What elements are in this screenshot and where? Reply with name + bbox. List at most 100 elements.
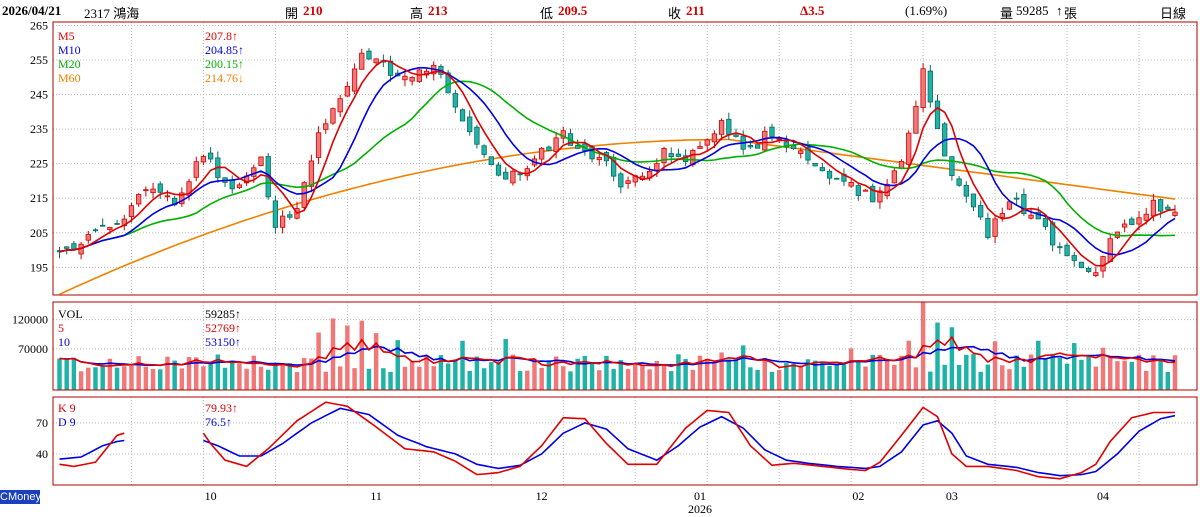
candle-body (697, 145, 703, 149)
period-label[interactable]: 日線 (1160, 6, 1187, 21)
candle-body (164, 195, 171, 198)
volume-bar (668, 371, 674, 390)
candle-body (510, 170, 516, 184)
volume-bar (913, 367, 919, 390)
candle-body (1172, 211, 1178, 216)
month-label: 02 (852, 489, 864, 503)
stock-name: 2317 鴻海 (84, 6, 140, 21)
candle-body (1121, 223, 1128, 228)
volume-bar (150, 368, 156, 390)
candle-body (272, 200, 279, 228)
candle-body (1093, 272, 1099, 276)
candle-body (323, 123, 329, 130)
candle-body (675, 153, 682, 157)
volume-bar (345, 325, 350, 390)
volume-bar (57, 358, 62, 390)
volume-bar (158, 369, 163, 390)
volume-bar (337, 366, 343, 390)
candle-body (762, 130, 768, 151)
month-label: 12 (536, 489, 548, 503)
low-value: 209.5 (558, 3, 588, 18)
volume-bar (719, 352, 724, 390)
month-label: 03 (946, 489, 958, 503)
volume-bar (503, 338, 508, 390)
volume-bar (1028, 354, 1034, 390)
volume-bar (640, 364, 645, 390)
kd-legend-name: D 9 (58, 415, 76, 429)
volume-bar (280, 364, 285, 390)
volume-bar (409, 361, 415, 390)
price-tick-label: 265 (30, 18, 48, 32)
volume-bar (690, 369, 696, 390)
volume-bar (906, 340, 911, 390)
price-legend-value: 214.76↓ (205, 71, 244, 85)
volume-bar (611, 369, 616, 390)
candle-body (1028, 214, 1034, 219)
price-panel-frame (52, 21, 1198, 296)
volume-panel-frame (52, 301, 1198, 391)
volume-bar (568, 371, 573, 390)
candle-body (100, 224, 106, 227)
volume-label: 量 (1000, 6, 1014, 21)
candle-body (359, 52, 365, 70)
candle-body (503, 171, 509, 180)
volume-bar (532, 359, 537, 390)
volume-bar (64, 359, 69, 390)
volume-bar (244, 368, 249, 390)
candle-body (1100, 256, 1106, 272)
volume-bar (395, 340, 400, 390)
volume-bar (194, 357, 199, 390)
volume-bar (1064, 363, 1070, 390)
candle-body (114, 222, 120, 225)
volume-bar (733, 359, 739, 390)
price-tick-label: 195 (30, 260, 48, 274)
candle-body (1057, 246, 1063, 249)
volume-bar (1158, 358, 1163, 390)
candle-body (834, 177, 840, 180)
candle-body (949, 156, 955, 177)
volume-bar (949, 327, 955, 390)
volume-bar (496, 361, 501, 390)
volume-bar (633, 363, 638, 390)
candle-body (978, 205, 984, 218)
low-label: 低 (540, 6, 554, 21)
candle-body (337, 98, 343, 113)
panel-frames (52, 21, 1198, 486)
candle-body (1006, 201, 1013, 210)
volume-bar (820, 361, 825, 390)
volume-bar (201, 366, 206, 390)
volume-legend-value: 53150↑ (205, 335, 241, 349)
price-tick-label: 225 (30, 157, 48, 171)
candle-body (790, 145, 797, 150)
candle-body (495, 164, 502, 176)
candle-body (661, 148, 667, 164)
volume-bar (1115, 361, 1120, 390)
price-legend-name: M60 (58, 71, 81, 85)
volume-bar (582, 355, 588, 390)
volume-bar (179, 368, 185, 390)
candle-body (877, 190, 883, 203)
moving-average-layer (59, 59, 1176, 267)
volume-bar (1072, 343, 1077, 390)
candle-body (1021, 194, 1027, 214)
volume-bar (1079, 359, 1084, 390)
ma60-line (59, 138, 1176, 296)
volume-bar (654, 360, 660, 390)
volume-bar (546, 360, 552, 390)
candle-body (200, 156, 207, 163)
candle-body (459, 109, 466, 122)
volume-bar (1086, 355, 1091, 390)
candle-body (402, 75, 408, 81)
volume-bar (1129, 361, 1135, 390)
volume-bar (172, 360, 177, 390)
volume-bar (776, 369, 782, 390)
candle-body (186, 181, 192, 196)
cmoney-badge: CMoney (0, 490, 41, 504)
volume-bar (992, 341, 998, 390)
candle-body (970, 193, 977, 208)
candle-body (208, 152, 214, 160)
candle-body (373, 58, 379, 64)
volume-bar (510, 354, 516, 390)
candle-body (409, 77, 415, 82)
candle-body (1107, 238, 1113, 263)
